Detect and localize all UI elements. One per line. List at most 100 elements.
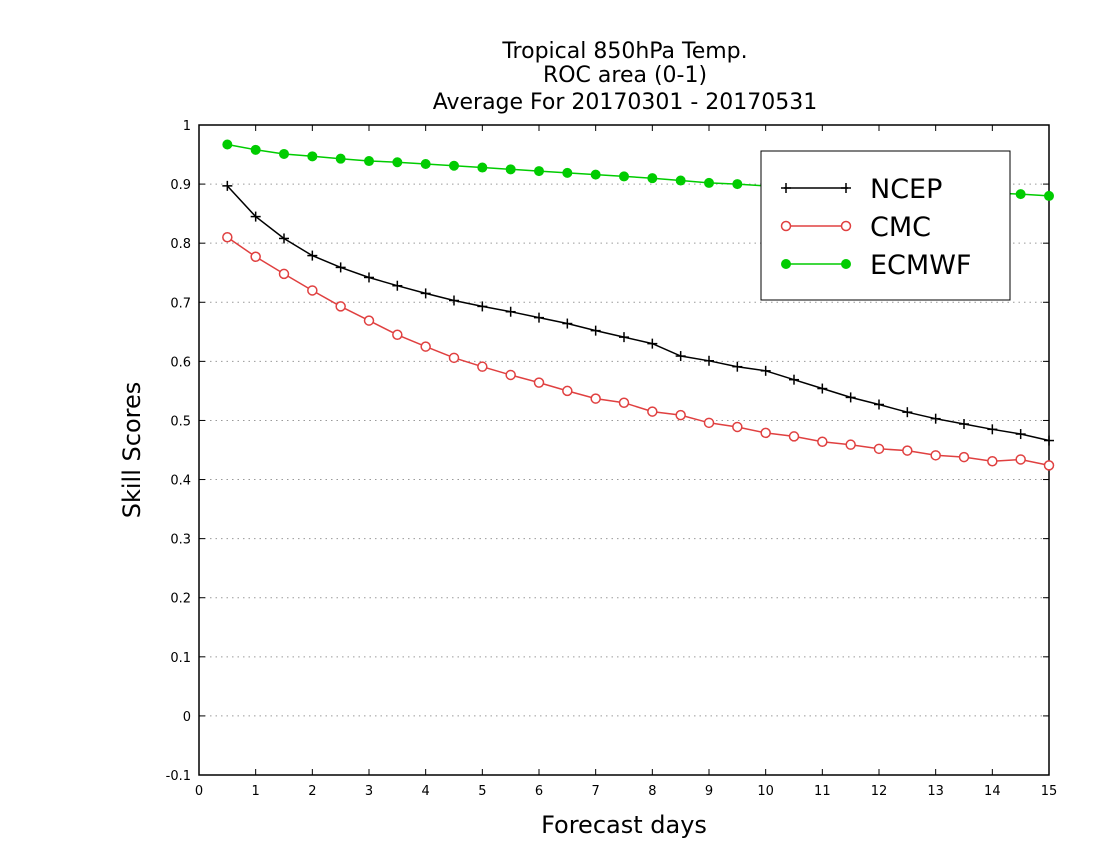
y-tick-label: 0.2 <box>170 592 191 607</box>
series-ncep <box>222 180 1054 446</box>
y-tick-label: 0.5 <box>170 414 191 429</box>
data-point-filled-circle <box>590 169 601 180</box>
legend-label-ncep: NCEP <box>870 174 942 205</box>
data-point-open-circle <box>817 436 828 447</box>
data-point-plus <box>959 419 969 429</box>
data-point-open-circle <box>448 352 460 364</box>
series-line-ncep <box>226 185 1050 442</box>
data-point-open-circle <box>562 385 573 397</box>
grid-lines <box>199 183 1049 717</box>
data-point-filled-circle <box>449 160 459 171</box>
legend-box <box>760 150 1011 301</box>
data-point-open-circle <box>1015 454 1026 465</box>
plot-frame <box>198 124 1050 776</box>
data-point-plus <box>930 413 941 424</box>
data-point-open-circle <box>420 341 431 352</box>
data-point-plus <box>760 365 771 376</box>
data-point-open-circle <box>307 285 318 296</box>
data-point-open-circle <box>222 232 233 243</box>
x-tick-label: 10 <box>757 784 774 799</box>
x-tick-label: 2 <box>308 784 316 799</box>
data-point-open-circle <box>780 220 792 232</box>
data-point-plus <box>590 325 601 336</box>
data-point-plus <box>902 407 913 418</box>
data-point-open-circle <box>788 431 800 442</box>
chart-title-line-2: ROC area (0-1) <box>543 63 707 88</box>
y-tick-label: -0.1 <box>166 769 191 784</box>
data-point-plus <box>392 280 403 291</box>
data-point-open-circle <box>278 268 290 280</box>
data-point-open-circle <box>930 450 941 461</box>
data-point-filled-circle <box>505 164 516 175</box>
data-point-plus <box>307 250 318 261</box>
x-tick-label: 0 <box>195 784 203 799</box>
data-point-plus <box>562 318 573 329</box>
series-cmc <box>222 232 1055 471</box>
data-point-open-circle <box>703 417 715 429</box>
data-point-open-circle <box>840 220 852 232</box>
data-point-plus <box>364 272 374 283</box>
data-point-open-circle <box>590 393 601 404</box>
legend-item-ncep: NCEP <box>781 174 942 205</box>
legend-label-cmc: CMC <box>870 212 931 243</box>
x-tick-label: 1 <box>252 784 260 799</box>
x-axis-label: Forecast days <box>541 811 707 839</box>
x-tick-label: 14 <box>984 784 1001 799</box>
x-tick-label: 8 <box>648 784 656 799</box>
data-point-filled-circle <box>732 179 743 190</box>
data-point-plus <box>789 374 799 385</box>
data-point-open-circle <box>363 315 375 326</box>
y-tick-label: 0.4 <box>170 474 191 489</box>
data-point-filled-circle <box>250 144 261 155</box>
data-point-filled-circle <box>534 166 544 177</box>
data-point-open-circle <box>250 251 261 263</box>
data-point-open-circle <box>958 451 970 463</box>
data-point-plus <box>449 295 459 306</box>
data-point-open-circle <box>675 409 686 421</box>
y-tick-label: 0.9 <box>170 178 191 193</box>
x-tick-label: 15 <box>1041 784 1058 799</box>
data-point-plus <box>1015 429 1026 440</box>
data-point-plus <box>987 424 998 435</box>
data-point-filled-circle <box>675 175 686 186</box>
data-point-filled-circle <box>420 159 431 169</box>
data-point-filled-circle <box>335 153 346 164</box>
data-point-open-circle <box>845 439 856 450</box>
data-point-filled-circle <box>477 162 488 173</box>
data-point-open-circle <box>618 397 630 408</box>
data-point-plus <box>477 301 488 312</box>
data-point-open-circle <box>477 361 488 372</box>
y-tick-label: 0 <box>183 710 191 725</box>
data-point-open-circle <box>533 377 545 388</box>
data-point-filled-circle <box>562 167 573 178</box>
x-tick-label: 5 <box>478 784 486 799</box>
data-point-open-circle <box>505 369 516 381</box>
y-tick-label: 0.1 <box>170 651 191 666</box>
data-point-open-circle <box>732 421 743 433</box>
axis-ticks: -0.100.10.20.30.40.50.60.70.80.910 1 2 3 4 5 6… <box>166 119 1058 799</box>
data-point-open-circle <box>760 427 771 439</box>
data-point-open-circle <box>392 329 403 341</box>
data-point-filled-circle <box>307 151 318 162</box>
legend-item-cmc: CMC <box>780 212 931 243</box>
x-tick-label: 3 <box>365 784 373 799</box>
data-point-plus <box>505 306 516 317</box>
data-point-plus <box>817 383 828 394</box>
data-point-plus <box>845 392 856 403</box>
data-point-plus <box>619 332 629 343</box>
y-tick-label: 0.3 <box>170 533 191 548</box>
data-point-filled-circle <box>647 173 658 184</box>
data-point-plus <box>335 262 346 273</box>
data-point-plus <box>1044 435 1054 446</box>
data-point-plus <box>704 355 714 366</box>
data-point-plus <box>250 211 261 222</box>
y-axis-label: Skill Scores <box>118 382 146 519</box>
data-point-open-circle <box>873 443 885 455</box>
data-point-open-circle <box>1043 460 1055 471</box>
data-point-filled-circle <box>1044 190 1054 201</box>
x-tick-label: 9 <box>705 784 713 799</box>
data-point-filled-circle <box>619 171 629 182</box>
data-point-plus <box>675 351 686 362</box>
